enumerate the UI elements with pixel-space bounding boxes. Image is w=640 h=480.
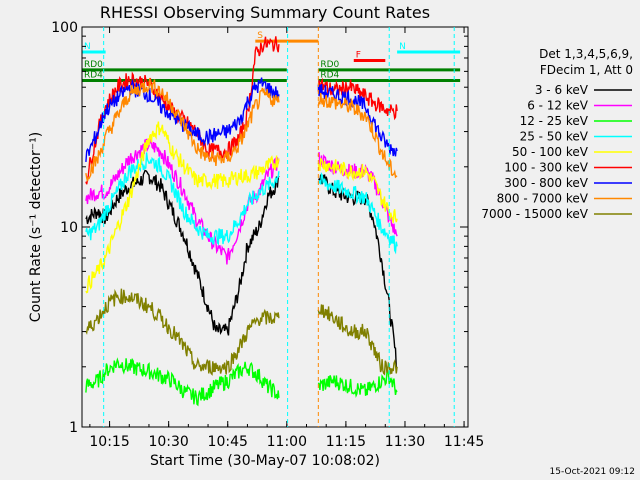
x-tick-label: 11:30	[385, 434, 425, 450]
y-axis-label: Count Rate (s⁻¹ detector⁻¹)	[28, 132, 44, 322]
series-layer	[85, 36, 398, 407]
x-tick-label: 11:15	[326, 434, 366, 450]
flag-label: RD0	[320, 60, 339, 70]
series-line	[317, 369, 398, 398]
flag-label: S	[257, 31, 263, 41]
x-tick-label: 10:45	[208, 434, 248, 450]
flag-label: RD4	[84, 71, 103, 81]
flag-label: F	[356, 50, 361, 60]
series-line	[317, 158, 398, 223]
legend-entry-label: 3 - 6 keV	[535, 83, 589, 97]
flag-label: RD4	[320, 71, 339, 81]
series-line	[317, 83, 398, 157]
legend-entry-label: 6 - 12 keV	[527, 99, 589, 113]
legend-entry-label: 12 - 25 keV	[520, 114, 589, 128]
legend-entry-label: 100 - 300 keV	[504, 161, 588, 175]
x-axis-label: Start Time (30-May-07 10:08:02)	[150, 453, 380, 469]
series-3	[85, 152, 398, 255]
series-4	[85, 121, 398, 294]
legend-entry-label: 300 - 800 keV	[504, 176, 588, 190]
series-line	[85, 121, 280, 294]
legend: Det 1,3,4,5,6,9, FDecim 1, Att 0 3 - 6 k…	[481, 47, 633, 221]
legend-entry-label: 7000 - 15000 keV	[481, 207, 588, 221]
series-6	[85, 77, 398, 162]
x-tick-label: 11:00	[267, 434, 307, 450]
series-5	[85, 36, 398, 185]
legend-header-line-2: FDecim 1, Att 0	[540, 63, 633, 77]
series-line	[317, 304, 398, 376]
series-7	[85, 77, 398, 182]
series-line	[85, 77, 280, 182]
legend-entry-label: 800 - 7000 keV	[497, 192, 589, 206]
flag-label: N	[84, 42, 91, 52]
series-line	[85, 169, 280, 336]
series-line	[317, 92, 398, 179]
footer-timestamp: 15-Oct-2021 09:12	[550, 467, 635, 477]
series-line	[85, 288, 280, 376]
chart-title: RHESSI Observing Summary Count Rates	[100, 3, 430, 22]
x-tick-label: 11:45	[444, 434, 484, 450]
series-line	[85, 36, 280, 185]
x-tick-label: 10:30	[148, 434, 188, 450]
axis-layer: 10:15 10:30 10:45 11:00 11:15 11:30 11:45 1 10 10…	[51, 20, 484, 450]
y-tick-label: 1	[69, 420, 78, 436]
legend-entry-label: 50 - 100 keV	[512, 145, 589, 159]
series-2	[85, 357, 398, 407]
series-line	[85, 77, 280, 162]
legend-header-line-1: Det 1,3,4,5,6,9,	[539, 47, 633, 61]
series-line	[85, 152, 280, 246]
series-8	[85, 288, 398, 376]
legend-entry-label: 25 - 50 keV	[520, 130, 589, 144]
series-line	[317, 172, 398, 255]
y-tick-label: 100	[51, 20, 78, 36]
flag-label: RD0	[84, 60, 103, 70]
series-line	[85, 357, 280, 407]
flag-label: N	[399, 42, 406, 52]
x-tick-label: 10:15	[89, 434, 129, 450]
y-tick-label: 10	[60, 220, 78, 236]
series-line	[317, 77, 398, 121]
